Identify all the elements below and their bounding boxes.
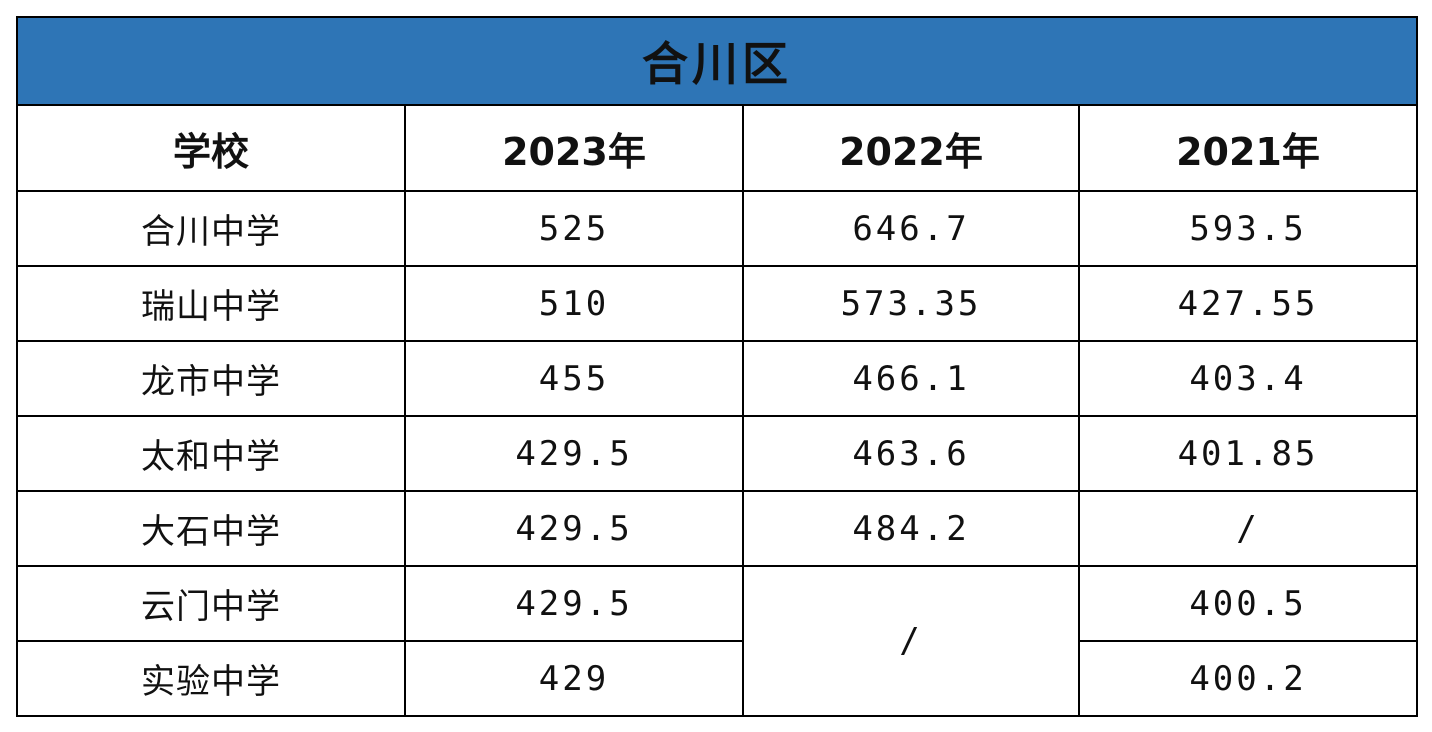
table-row: 实验中学 429 400.2 xyxy=(16,640,1418,717)
school-cell: 太和中学 xyxy=(16,415,406,492)
score-2021-cell: 401.85 xyxy=(1078,415,1418,492)
table-row: 云门中学 429.5 / 400.5 xyxy=(16,565,1418,717)
school-cell: 瑞山中学 xyxy=(16,265,406,342)
score-2023-cell: 429.5 xyxy=(404,415,744,492)
school-cell: 云门中学 xyxy=(16,565,406,642)
score-2021-cell: 593.5 xyxy=(1078,190,1418,267)
table-title: 合川区 xyxy=(16,16,1418,106)
header-row: 学校 2023年 2022年 2021年 xyxy=(16,104,1418,192)
table-row: 瑞山中学 510 573.35 427.55 xyxy=(16,265,1418,342)
score-2021-cell: 400.2 xyxy=(1078,640,1418,717)
school-cell: 实验中学 xyxy=(16,640,406,717)
score-2022-cell: 646.7 xyxy=(742,190,1080,267)
score-2023-cell: 429.5 xyxy=(404,565,744,642)
table-row: 太和中学 429.5 463.6 401.85 xyxy=(16,415,1418,492)
score-2023-cell: 429.5 xyxy=(404,490,744,567)
table-row: 合川中学 525 646.7 593.5 xyxy=(16,190,1418,267)
score-2021-cell: 427.55 xyxy=(1078,265,1418,342)
score-2022-cell: 573.35 xyxy=(742,265,1080,342)
score-2021-cell: / xyxy=(1078,490,1418,567)
score-2021-cell: 403.4 xyxy=(1078,340,1418,417)
score-2022-cell: 484.2 xyxy=(742,490,1080,567)
table-row: 大石中学 429.5 484.2 / xyxy=(16,490,1418,567)
school-cell: 龙市中学 xyxy=(16,340,406,417)
score-table: 合川区 学校 2023年 2022年 2021年 合川中学 525 646.7 … xyxy=(16,16,1418,717)
table-row: 龙市中学 455 466.1 403.4 xyxy=(16,340,1418,417)
score-2023-cell: 455 xyxy=(404,340,744,417)
score-2023-cell: 510 xyxy=(404,265,744,342)
score-2023-cell: 429 xyxy=(404,640,744,717)
header-2023: 2023年 xyxy=(404,104,744,192)
score-2022-merged-cell: / xyxy=(742,565,1080,717)
header-2022: 2022年 xyxy=(742,104,1080,192)
school-cell: 合川中学 xyxy=(16,190,406,267)
score-2021-cell: 400.5 xyxy=(1078,565,1418,642)
school-cell: 大石中学 xyxy=(16,490,406,567)
score-2022-cell: 466.1 xyxy=(742,340,1080,417)
header-2021: 2021年 xyxy=(1078,104,1418,192)
score-2022-cell: 463.6 xyxy=(742,415,1080,492)
score-2023-cell: 525 xyxy=(404,190,744,267)
title-row: 合川区 xyxy=(16,16,1418,106)
header-school: 学校 xyxy=(16,104,406,192)
